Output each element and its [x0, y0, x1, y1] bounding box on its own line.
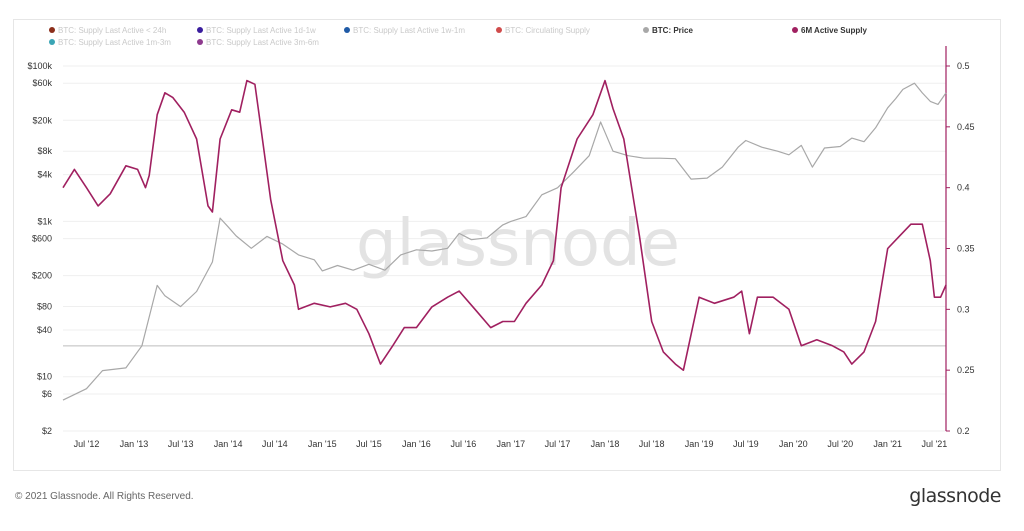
legend-label: BTC: Supply Last Active 1m-3m: [58, 38, 171, 47]
series-lines: [62, 79, 947, 401]
x-tick-label: Jul '15: [356, 439, 382, 449]
x-tick-label: Jan '15: [308, 439, 337, 449]
legend-label: BTC: Supply Last Active 3m-6m: [206, 38, 319, 47]
legend: BTC: Supply Last Active < 24h BTC: Supply…: [49, 26, 867, 47]
legend-marker: [49, 39, 55, 45]
legend-label: BTC: Supply Last Active 1w-1m: [353, 26, 465, 35]
y-left-tick-label: $200: [32, 271, 52, 281]
x-tick-label: Jul '19: [733, 439, 759, 449]
x-tick-label: Jan '13: [120, 439, 149, 449]
footer-copyright: © 2021 Glassnode. All Rights Reserved.: [15, 491, 194, 502]
y-left-tick-label: $600: [32, 234, 52, 244]
y-right-tick-label: 0.45: [957, 122, 975, 132]
x-tick-label: Jul '14: [262, 439, 288, 449]
legend-item[interactable]: BTC: Supply Last Active < 24h: [49, 26, 166, 35]
y-left-tick-label: $100k: [27, 61, 52, 71]
chart-panel: BTC: Supply Last Active < 24h BTC: Supply…: [13, 19, 1001, 471]
footer-logo: glassnode: [909, 485, 1001, 507]
x-tick-label: Jan '20: [779, 439, 808, 449]
legend-marker: [344, 27, 350, 33]
legend-marker: [197, 27, 203, 33]
y-left-tick-label: $40: [37, 325, 52, 335]
y-left-tick-label: $20k: [32, 115, 52, 125]
price-series-line: [62, 82, 947, 401]
y-right-tick-label: 0.4: [957, 183, 970, 193]
y-left-tick-label: $6: [42, 389, 52, 399]
legend-label: BTC: Price: [652, 26, 693, 35]
x-tick-label: Jul '20: [827, 439, 853, 449]
y-left-tick-label: $10: [37, 372, 52, 382]
legend-marker: [792, 27, 798, 33]
chart-svg: BTC: Supply Last Active < 24h BTC: Supply…: [27, 26, 975, 449]
watermark: glassnode: [356, 207, 680, 281]
x-tick-label: Jan '19: [685, 439, 714, 449]
legend-item[interactable]: BTC: Supply Last Active 1d-1w: [197, 26, 316, 35]
x-tick-label: Jul '16: [450, 439, 476, 449]
x-tick-label: Jan '18: [591, 439, 620, 449]
y-right-tick-label: 0.35: [957, 244, 975, 254]
legend-item[interactable]: BTC: Supply Last Active 1w-1m: [344, 26, 465, 35]
legend-marker: [643, 27, 649, 33]
y-axis-left: $100k $60k $20k $8k $4k $1k $600 $200 $80 $40 $10 $…: [27, 61, 52, 436]
legend-label: BTC: Supply Last Active 1d-1w: [206, 26, 316, 35]
y-right-tick-label: 0.5: [957, 61, 970, 71]
y-right-tick-label: 0.2: [957, 426, 970, 436]
legend-item[interactable]: 6M Active Supply: [792, 26, 867, 35]
y-left-tick-label: $8k: [37, 146, 52, 156]
legend-item[interactable]: BTC: Supply Last Active 3m-6m: [197, 38, 319, 47]
x-tick-label: Jul '17: [545, 439, 571, 449]
gridlines: [63, 65, 946, 432]
x-axis: Jul '12 Jan '13 Jul '13 Jan '14 Jul '14 Jan '…: [74, 439, 948, 449]
y-axis-right: 0.5 0.45 0.4 0.35 0.3 0.25 0.2: [945, 46, 975, 436]
x-tick-label: Jan '17: [496, 439, 525, 449]
y-left-tick-label: $4k: [37, 170, 52, 180]
y-left-tick-label: $80: [37, 302, 52, 312]
y-left-tick-label: $60k: [32, 78, 52, 88]
legend-marker: [49, 27, 55, 33]
legend-item[interactable]: BTC: Supply Last Active 1m-3m: [49, 38, 171, 47]
x-tick-label: Jul '13: [168, 439, 194, 449]
y-right-tick-label: 0.25: [957, 365, 975, 375]
y-left-tick-label: $1k: [37, 216, 52, 226]
legend-marker: [496, 27, 502, 33]
legend-label: 6M Active Supply: [801, 26, 867, 35]
legend-item[interactable]: BTC: Circulating Supply: [496, 26, 590, 35]
x-tick-label: Jan '14: [214, 439, 243, 449]
x-tick-label: Jul '18: [639, 439, 665, 449]
legend-item[interactable]: BTC: Price: [643, 26, 693, 35]
x-tick-label: Jul '12: [74, 439, 100, 449]
x-tick-label: Jan '16: [402, 439, 431, 449]
active-supply-series-line: [62, 79, 947, 371]
y-right-tick-label: 0.3: [957, 304, 970, 314]
y-left-tick-label: $2: [42, 426, 52, 436]
legend-marker: [197, 39, 203, 45]
legend-label: BTC: Circulating Supply: [505, 26, 590, 35]
legend-label: BTC: Supply Last Active < 24h: [58, 26, 166, 35]
x-tick-label: Jan '21: [873, 439, 902, 449]
x-tick-label: Jul '21: [922, 439, 948, 449]
